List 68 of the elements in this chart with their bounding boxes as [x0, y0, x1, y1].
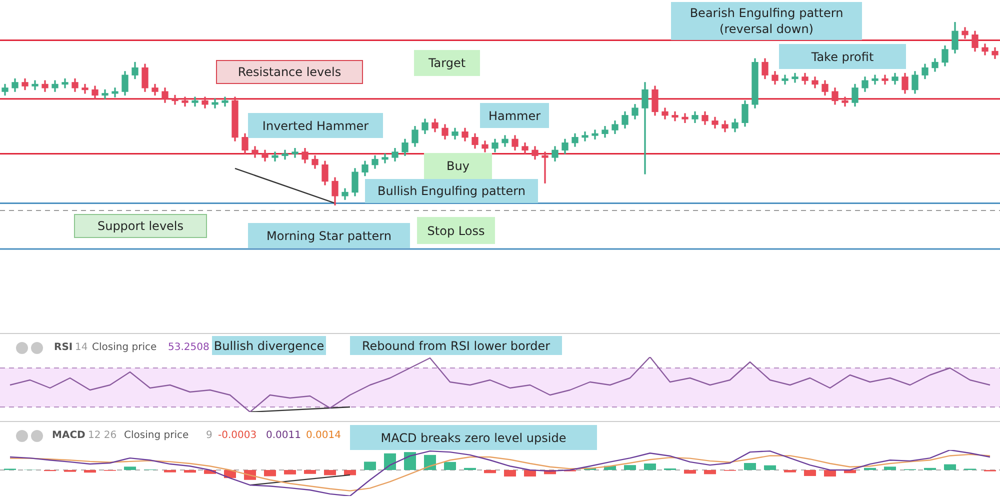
text: Closing price	[92, 342, 157, 353]
candlestick	[382, 153, 388, 164]
callout-box: Morning Star pattern	[248, 223, 410, 248]
callout-box: Bearish Engulfing pattern (reversal down)	[671, 2, 862, 40]
bar	[444, 462, 456, 470]
bar	[404, 452, 416, 470]
bar	[524, 470, 536, 477]
bar	[284, 470, 296, 474]
text: Closing price	[124, 430, 189, 441]
bar	[304, 470, 316, 474]
text: 12 26	[88, 430, 117, 441]
candlestick	[222, 96, 228, 107]
candlestick	[542, 152, 548, 184]
bar	[124, 466, 136, 470]
bar	[424, 454, 436, 470]
text: 0.0011	[266, 430, 301, 441]
callout-box: Bullish Engulfing pattern	[365, 179, 538, 203]
candlestick	[292, 148, 298, 158]
candlestick	[272, 152, 278, 162]
bar	[504, 470, 516, 477]
bar	[744, 462, 756, 470]
bar	[644, 464, 656, 470]
callout-box: Inverted Hammer	[248, 113, 383, 138]
candlestick	[592, 130, 598, 140]
candlestick	[192, 96, 198, 107]
callout-box: Rebound from RSI lower border	[350, 336, 562, 355]
bar	[924, 468, 936, 470]
text: -0.0003	[218, 430, 257, 441]
bar	[384, 453, 396, 470]
bar	[264, 470, 276, 476]
bar	[344, 470, 356, 476]
bar	[824, 470, 836, 477]
candlestick	[182, 96, 188, 107]
text: 0.0014	[306, 430, 341, 441]
candlestick	[112, 88, 118, 98]
bar	[804, 470, 816, 476]
bar	[464, 468, 476, 470]
bar	[864, 468, 876, 470]
callout-box: Support levels	[74, 214, 207, 238]
callout-box: Target	[414, 50, 480, 76]
bar	[884, 466, 896, 470]
bar	[84, 470, 96, 473]
bar	[764, 465, 776, 470]
bar	[324, 470, 336, 476]
bar	[484, 470, 496, 474]
callout-box: Hammer	[480, 103, 549, 128]
text: RSI	[54, 342, 73, 353]
callout-box: Resistance levels	[216, 60, 363, 84]
text: MACD	[52, 430, 86, 441]
text: 14	[75, 342, 88, 353]
candlestick	[582, 132, 588, 142]
bar	[704, 470, 716, 474]
bar	[184, 470, 196, 473]
candlestick	[682, 113, 688, 124]
bar	[364, 462, 376, 470]
callout-box: Take profit	[779, 44, 906, 69]
callout-box: MACD breaks zero level upside	[350, 425, 597, 450]
candlestick	[212, 98, 218, 108]
bar	[624, 465, 636, 470]
callout-box: Bullish divergence	[212, 336, 326, 355]
callout-box: Stop Loss	[417, 217, 495, 244]
text: 9	[206, 430, 212, 441]
bar	[944, 464, 956, 470]
candlestick	[842, 96, 848, 107]
callout-box: Buy	[424, 153, 492, 179]
bar	[684, 470, 696, 474]
candlestick	[642, 82, 648, 174]
text: 53.2508	[168, 342, 210, 353]
